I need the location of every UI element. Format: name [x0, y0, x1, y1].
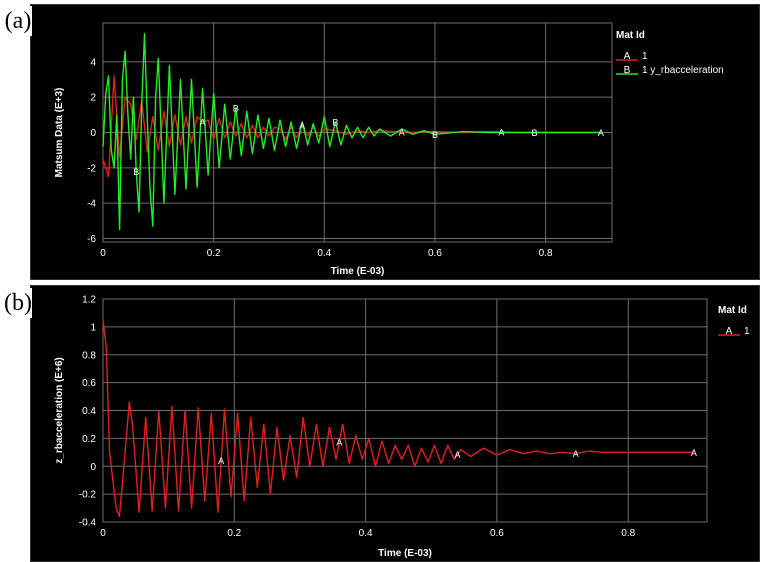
x-tick-label: 0.4 — [317, 248, 331, 259]
x-tick-label: 0.8 — [539, 248, 553, 259]
y-tick-label: 0 — [90, 128, 96, 139]
legend-entry-label: 1 — [642, 51, 648, 62]
x-tick-label: 0.6 — [428, 248, 442, 259]
y-tick-label: -0.2 — [79, 490, 97, 501]
x-tick-label: 0.2 — [207, 248, 221, 259]
x-axis-label: Time (E-03) — [331, 266, 385, 277]
y-tick-label: -6 — [87, 234, 96, 245]
series-marker-a: A — [218, 456, 224, 466]
y-tick-label: 0.8 — [82, 350, 96, 361]
series-marker-b: B — [233, 103, 239, 113]
panel-b-label: (b) — [4, 288, 32, 318]
x-tick-label: 0 — [100, 528, 106, 539]
legend-marker-letter: A — [624, 51, 631, 62]
series-marker-a: A — [691, 448, 697, 458]
legend-entry-label: 1 — [744, 326, 750, 337]
y-axis-label: z_rbacceleration (E+6) — [54, 357, 65, 463]
y-tick-label: -2 — [87, 163, 96, 174]
y-tick-label: 0.2 — [82, 434, 96, 445]
y-axis-label: Matsum Data (E+3) — [54, 88, 65, 178]
series-marker-a: A — [200, 117, 206, 127]
y-tick-label: 2 — [90, 93, 96, 104]
chart-a: 0 0.2 0.4 0.6 0.8 -6 -4 -2 0 2 4 Time (E-03) Matsum … — [54, 22, 724, 277]
legend-title: Mat Id — [616, 30, 645, 41]
x-axis-label: Time (E-03) — [378, 548, 432, 559]
legend-title: Mat Id — [718, 305, 747, 316]
series-marker-a: A — [399, 128, 405, 138]
legend-marker-letter: B — [624, 65, 631, 76]
series-marker-a: A — [598, 128, 604, 138]
series-marker-a: A — [455, 450, 461, 460]
y-tick-label: 1 — [90, 322, 96, 333]
legend-marker-letter: A — [726, 326, 733, 337]
panel-b — [30, 285, 760, 562]
y-tick-label: -4 — [87, 199, 96, 210]
series-marker-a: A — [299, 121, 305, 131]
x-tick-label: 0.8 — [621, 528, 635, 539]
chart-b: 0 0.2 0.4 0.6 0.8 -0.4 -0.2 0 0.2 0.4 0.6 0.8 1 1.2 Ti… — [54, 295, 750, 560]
series-marker-a: A — [573, 449, 579, 459]
series-marker-a: A — [336, 437, 342, 447]
y-tick-label: 0.6 — [82, 378, 96, 389]
series-marker-b: B — [432, 130, 438, 140]
x-tick-label: 0.4 — [359, 528, 373, 539]
x-tick-label: 0.6 — [490, 528, 504, 539]
y-tick-label: 0 — [90, 462, 96, 473]
series-marker-a: A — [498, 127, 504, 137]
y-tick-label: 4 — [90, 57, 96, 68]
panel-a-label: (a) — [4, 6, 32, 36]
series-line-a — [102, 319, 694, 518]
legend-entry-label: 1 y_rbacceleration — [642, 65, 724, 76]
series-marker-b: B — [532, 128, 538, 138]
series-marker-b: B — [332, 117, 338, 127]
series-marker-b: B — [133, 167, 139, 177]
y-tick-label: 1.2 — [82, 295, 96, 306]
y-tick-label: -0.4 — [79, 518, 97, 529]
panel-a — [30, 4, 760, 280]
x-tick-label: 0.2 — [227, 528, 241, 539]
y-tick-label: 0.4 — [82, 406, 96, 417]
x-tick-label: 0 — [100, 248, 106, 259]
series-line-b — [102, 32, 601, 231]
